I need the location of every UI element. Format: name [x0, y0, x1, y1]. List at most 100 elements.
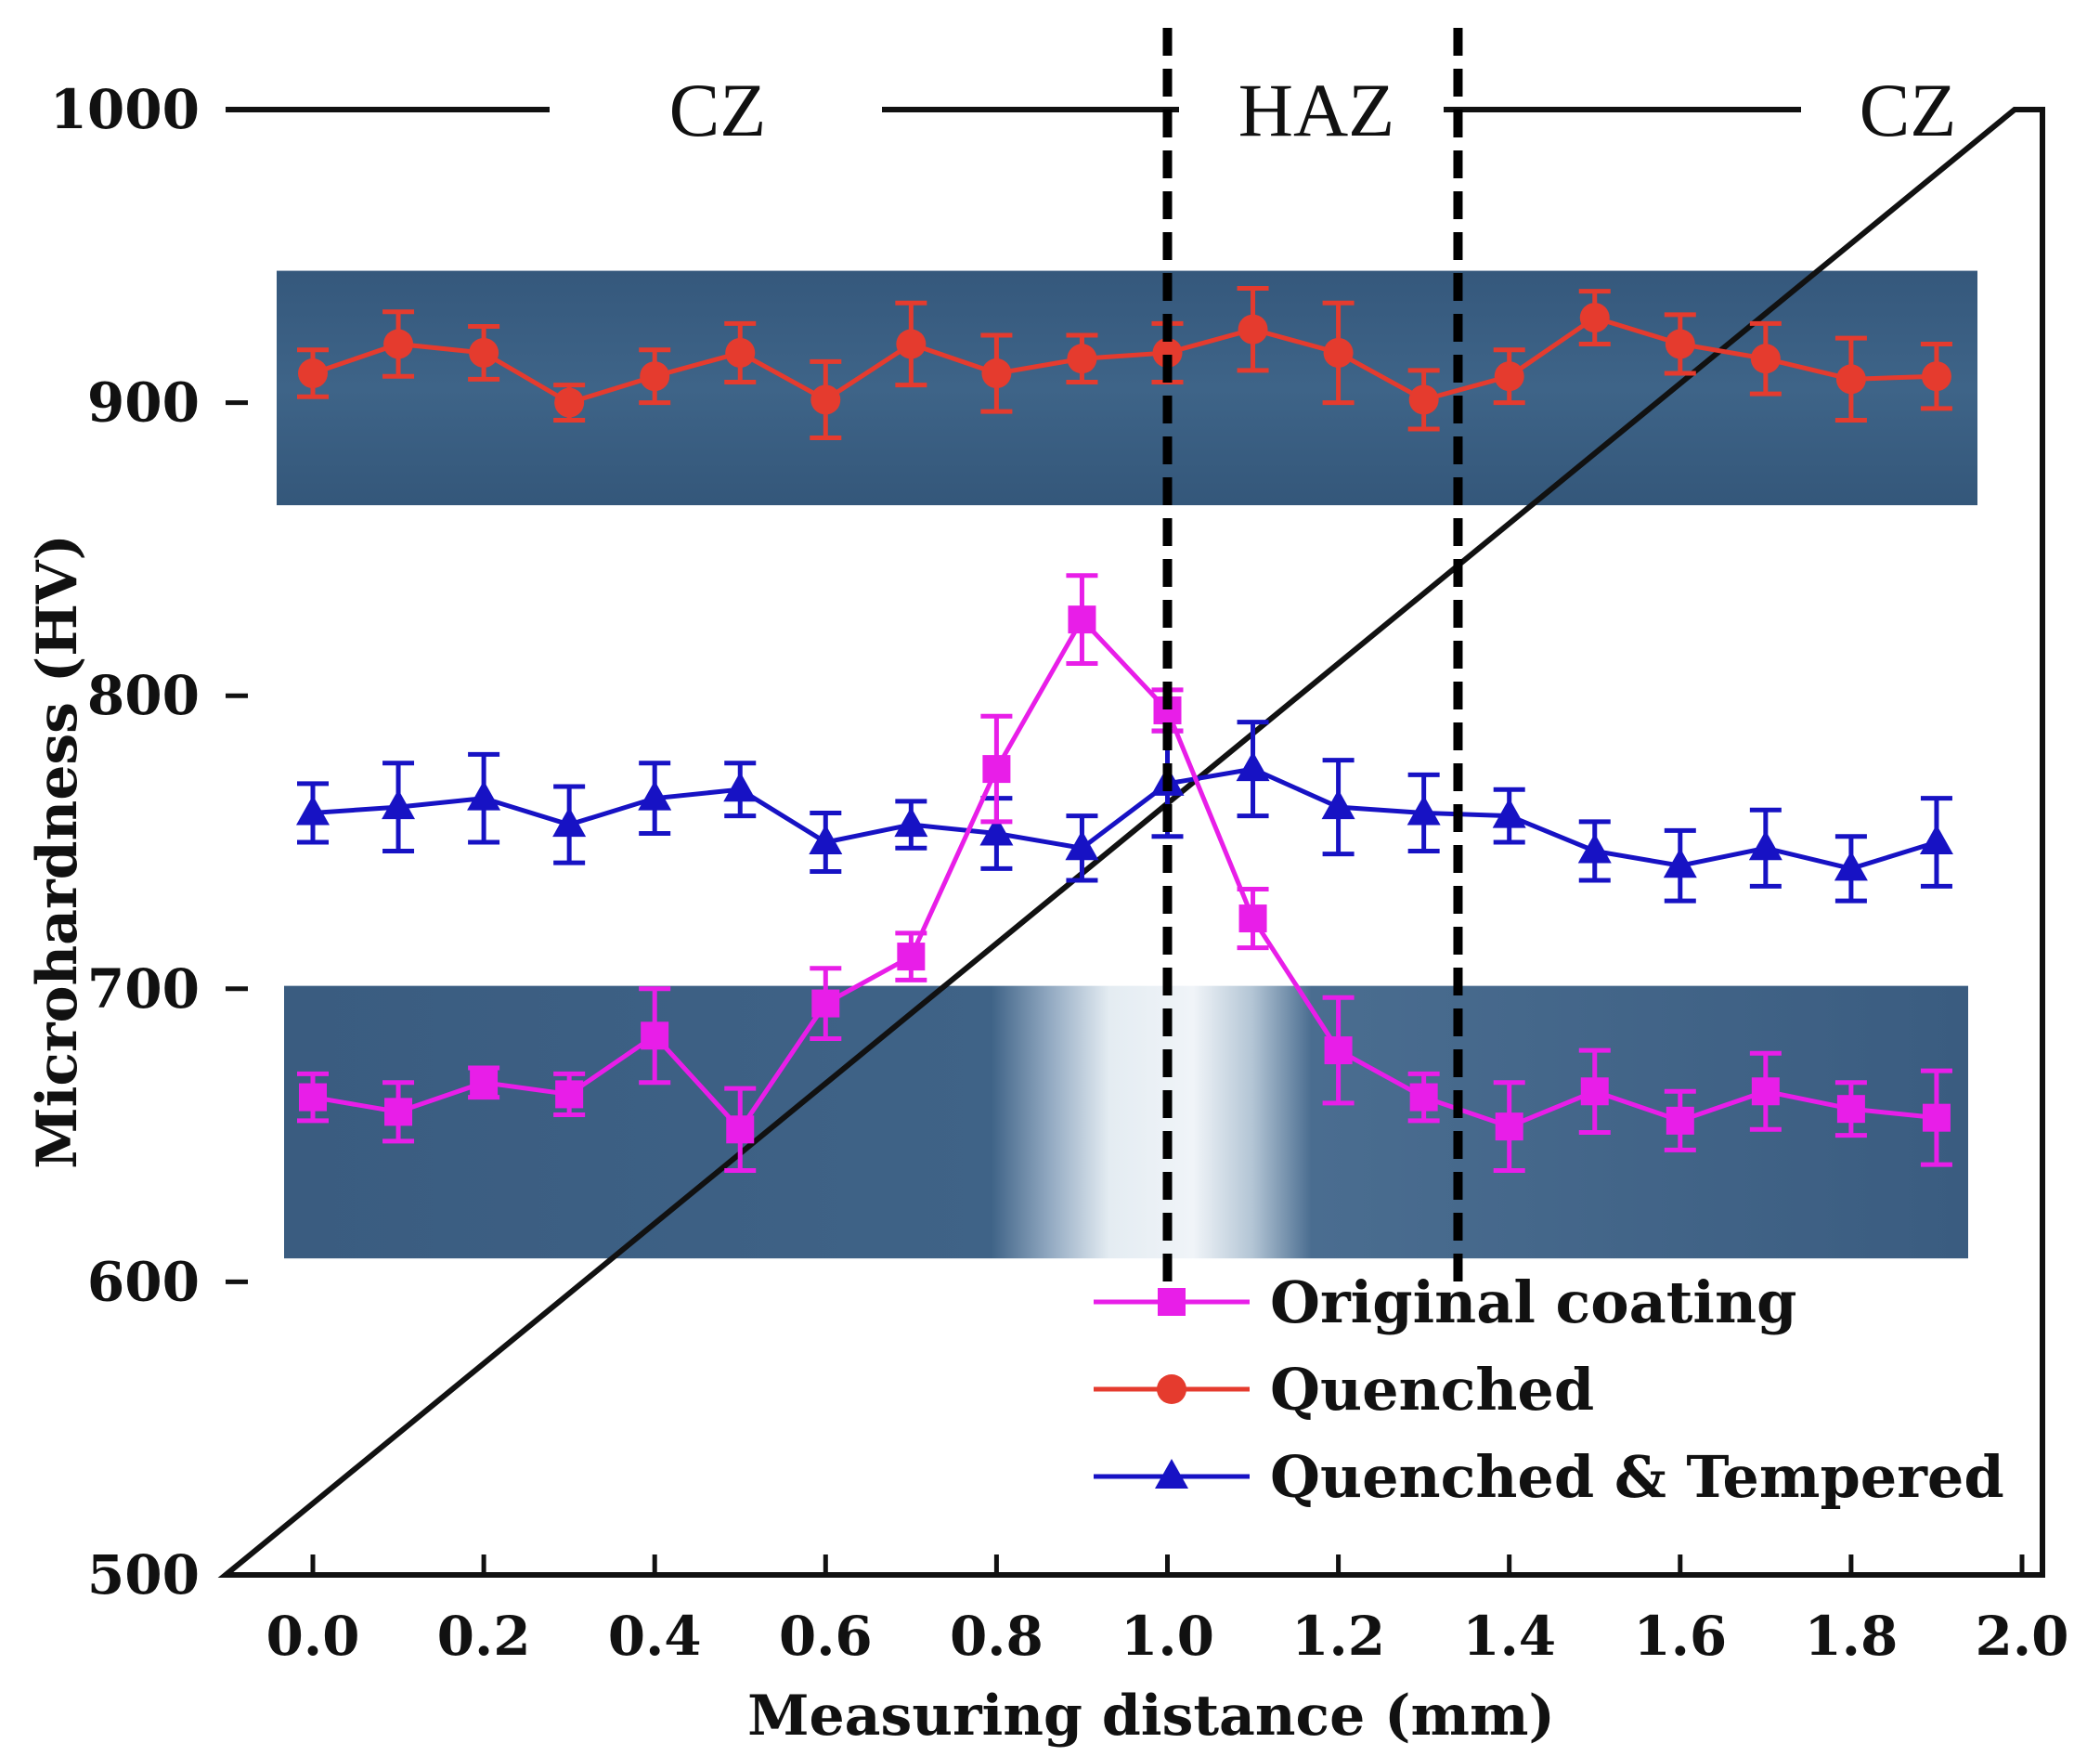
data-point [470, 1068, 499, 1097]
data-point [554, 387, 585, 418]
data-point [469, 337, 499, 368]
data-point [1921, 361, 1951, 392]
data-point [641, 1021, 669, 1050]
x-tick-label: 1.6 [1633, 1605, 1727, 1668]
y-tick-label: 900 [87, 371, 200, 435]
series-line [312, 766, 1938, 871]
x-tick-label: 0.6 [779, 1605, 873, 1668]
data-point [811, 989, 840, 1018]
data-point [555, 1080, 584, 1109]
data-point [1919, 825, 1953, 854]
data-point [383, 329, 414, 359]
x-tick-label: 0.2 [437, 1605, 531, 1668]
series-quenched-tempered [296, 720, 1953, 904]
data-point [1665, 329, 1695, 359]
legend-item-quenched: Quenched [1094, 1356, 1594, 1424]
y-tick-label: 600 [87, 1250, 200, 1313]
legend-label: Quenched [1270, 1356, 1594, 1424]
data-point [384, 1098, 413, 1126]
data-point [382, 789, 416, 820]
legend: Original coating Quenched Quenched & Tempe… [1094, 1268, 2004, 1511]
data-point [1067, 344, 1097, 374]
data-point [640, 361, 670, 392]
legend-marker [1155, 1459, 1188, 1489]
x-tick-label: 1.0 [1121, 1605, 1214, 1668]
legend-item-original-coating: Original coating [1094, 1268, 1796, 1336]
data-point [296, 795, 330, 826]
data-point [1577, 833, 1612, 864]
data-point [1238, 314, 1268, 345]
data-point [894, 807, 928, 838]
legend-label: Original coating [1270, 1268, 1796, 1336]
data-point [1065, 830, 1099, 861]
x-tick-label: 0.0 [266, 1605, 360, 1668]
x-tick-label: 1.2 [1291, 1605, 1385, 1668]
data-point [1238, 904, 1267, 933]
y-tick-label: 700 [87, 957, 200, 1021]
data-point [1068, 605, 1096, 634]
legend-label: Quenched & Tempered [1270, 1443, 2004, 1511]
data-point [1492, 798, 1526, 828]
series-line [312, 315, 1938, 406]
data-point [1152, 337, 1183, 368]
data-point [810, 384, 841, 415]
series-quenched [297, 286, 1952, 440]
data-point [1236, 751, 1270, 782]
data-point [725, 337, 756, 368]
data-point [552, 807, 587, 838]
data-point [1580, 1077, 1609, 1106]
data-point [896, 329, 927, 359]
data-point [1750, 344, 1781, 374]
data-point [809, 825, 843, 854]
coating-photo-band-bottom [284, 985, 1968, 1259]
zone-label-haz: HAZ [1238, 68, 1395, 152]
legend-marker [1157, 1374, 1186, 1404]
data-point [1406, 795, 1441, 826]
coating-photo-band-top [277, 270, 1977, 506]
x-tick-label: 1.8 [1804, 1605, 1898, 1668]
y-axis-title: Microhardness (HV) [25, 534, 90, 1169]
data-point [726, 1115, 755, 1144]
data-point [982, 755, 1011, 784]
data-point [1579, 303, 1610, 333]
y-tick-label: 800 [87, 664, 200, 727]
data-point [1409, 1083, 1438, 1112]
data-point [979, 815, 1014, 846]
data-point [638, 780, 672, 811]
data-point [1666, 1106, 1694, 1135]
series-line [312, 615, 1938, 1134]
x-tick-label: 0.8 [950, 1605, 1044, 1668]
data-point [1835, 364, 1866, 395]
y-tick-label: 500 [87, 1543, 200, 1606]
data-point [1663, 848, 1697, 878]
data-point [299, 1083, 327, 1112]
zone-label-cz: CZ [1860, 68, 1957, 152]
zone-label-cz: CZ [669, 68, 767, 152]
data-point [1834, 851, 1868, 881]
data-point [1748, 830, 1782, 861]
data-point [897, 943, 926, 971]
data-point [1324, 1036, 1353, 1065]
data-point [723, 772, 758, 802]
x-tick-label: 2.0 [1976, 1605, 2069, 1668]
y-tick-label: 1000 [50, 78, 200, 141]
data-point [981, 358, 1012, 389]
data-point [298, 358, 328, 389]
plot-frame [217, 107, 2045, 1578]
data-point [1922, 1103, 1951, 1132]
series-original-coating [297, 573, 1952, 1173]
data-point [1494, 361, 1524, 392]
data-point [1836, 1095, 1865, 1124]
data-point [467, 780, 501, 811]
data-point [1323, 337, 1354, 368]
x-axis-title: Measuring distance (mm) [747, 1684, 1555, 1749]
data-point [1321, 789, 1355, 820]
x-tick-label: 1.4 [1462, 1605, 1556, 1668]
data-point [1751, 1077, 1780, 1106]
legend-item-quenched-tempered: Quenched & Tempered [1094, 1443, 2004, 1511]
data-point [1495, 1112, 1523, 1141]
legend-marker [1158, 1288, 1186, 1316]
data-point [1408, 384, 1439, 415]
x-tick-label: 0.4 [608, 1605, 702, 1668]
